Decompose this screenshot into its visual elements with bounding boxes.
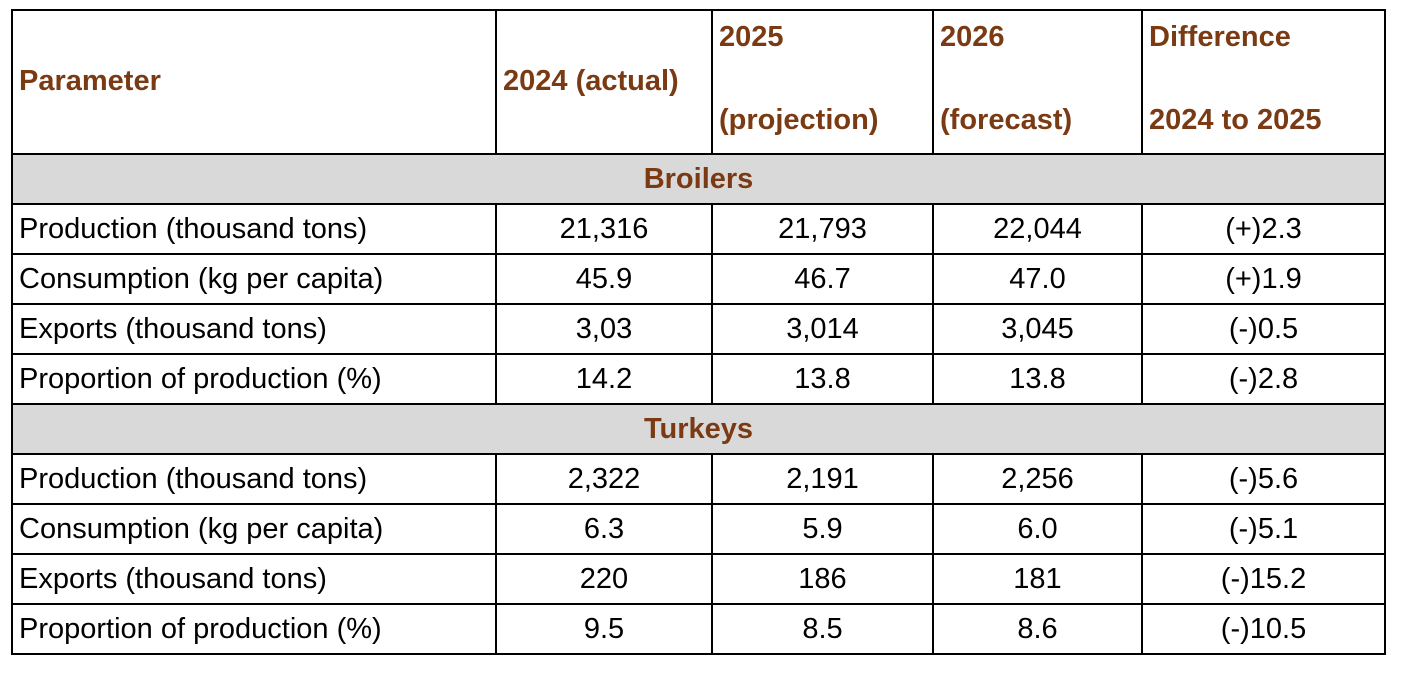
cell-difference: (+)1.9 (1141, 253, 1386, 305)
header-2025-line1: 2025 (719, 21, 784, 53)
header-2026: 2026 (forecast) (932, 9, 1143, 155)
row-label: Production (thousand tons) (11, 453, 497, 505)
cell-2024: 6.3 (495, 503, 713, 555)
table-row: Consumption (kg per capita) 45.9 46.7 47… (11, 253, 1386, 305)
row-label: Production (thousand tons) (11, 203, 497, 255)
cell-2024: 220 (495, 553, 713, 605)
table-row: Proportion of production (%) 14.2 13.8 1… (11, 353, 1386, 405)
header-difference: Difference 2024 to 2025 (1141, 9, 1386, 155)
cell-2026: 2,256 (932, 453, 1143, 505)
header-2025: 2025 (projection) (711, 9, 934, 155)
cell-difference: (-)2.8 (1141, 353, 1386, 405)
cell-2025: 3,014 (711, 303, 934, 355)
table-row: Exports (thousand tons) 3,03 3,014 3,045… (11, 303, 1386, 355)
cell-2025: 46.7 (711, 253, 934, 305)
cell-difference: (-)0.5 (1141, 303, 1386, 355)
cell-difference: (-)5.6 (1141, 453, 1386, 505)
cell-2026: 8.6 (932, 603, 1143, 655)
cell-2026: 47.0 (932, 253, 1143, 305)
cell-2025: 186 (711, 553, 934, 605)
cell-2024: 2,322 (495, 453, 713, 505)
section-row-turkeys: Turkeys (11, 403, 1386, 455)
row-label: Consumption (kg per capita) (11, 253, 497, 305)
table-row: Production (thousand tons) 21,316 21,793… (11, 203, 1386, 255)
cell-2024: 14.2 (495, 353, 713, 405)
cell-2025: 2,191 (711, 453, 934, 505)
row-label: Exports (thousand tons) (11, 303, 497, 355)
cell-2025: 13.8 (711, 353, 934, 405)
header-difference-line2: 2024 to 2025 (1149, 104, 1322, 137)
header-2024: 2024 (actual) (495, 9, 713, 155)
row-label: Proportion of production (%) (11, 353, 497, 405)
cell-difference: (-)5.1 (1141, 503, 1386, 555)
cell-difference: (-)10.5 (1141, 603, 1386, 655)
section-title: Turkeys (11, 403, 1386, 455)
header-2026-line2: (forecast) (940, 104, 1073, 137)
row-label: Proportion of production (%) (11, 603, 497, 655)
cell-2025: 21,793 (711, 203, 934, 255)
cell-2025: 8.5 (711, 603, 934, 655)
header-row: Parameter 2024 (actual) 2025 (projection… (11, 9, 1386, 155)
row-label: Exports (thousand tons) (11, 553, 497, 605)
cell-2024: 45.9 (495, 253, 713, 305)
cell-2024: 3,03 (495, 303, 713, 355)
section-title: Broilers (11, 153, 1386, 205)
cell-2026: 181 (932, 553, 1143, 605)
cell-2026: 3,045 (932, 303, 1143, 355)
cell-2026: 22,044 (932, 203, 1143, 255)
table-row: Proportion of production (%) 9.5 8.5 8.6… (11, 603, 1386, 655)
cell-2025: 5.9 (711, 503, 934, 555)
header-difference-line1: Difference (1149, 21, 1291, 53)
table-row: Exports (thousand tons) 220 186 181 (-)1… (11, 553, 1386, 605)
header-2026-line1: 2026 (940, 21, 1005, 53)
row-label: Consumption (kg per capita) (11, 503, 497, 555)
table-row: Consumption (kg per capita) 6.3 5.9 6.0 … (11, 503, 1386, 555)
cell-2026: 6.0 (932, 503, 1143, 555)
header-parameter: Parameter (11, 9, 497, 155)
section-row-broilers: Broilers (11, 153, 1386, 205)
cell-difference: (-)15.2 (1141, 553, 1386, 605)
cell-2024: 21,316 (495, 203, 713, 255)
poultry-data-table: Parameter 2024 (actual) 2025 (projection… (11, 9, 1386, 655)
header-2025-line2: (projection) (719, 104, 879, 137)
cell-difference: (+)2.3 (1141, 203, 1386, 255)
cell-2026: 13.8 (932, 353, 1143, 405)
table-row: Production (thousand tons) 2,322 2,191 2… (11, 453, 1386, 505)
cell-2024: 9.5 (495, 603, 713, 655)
